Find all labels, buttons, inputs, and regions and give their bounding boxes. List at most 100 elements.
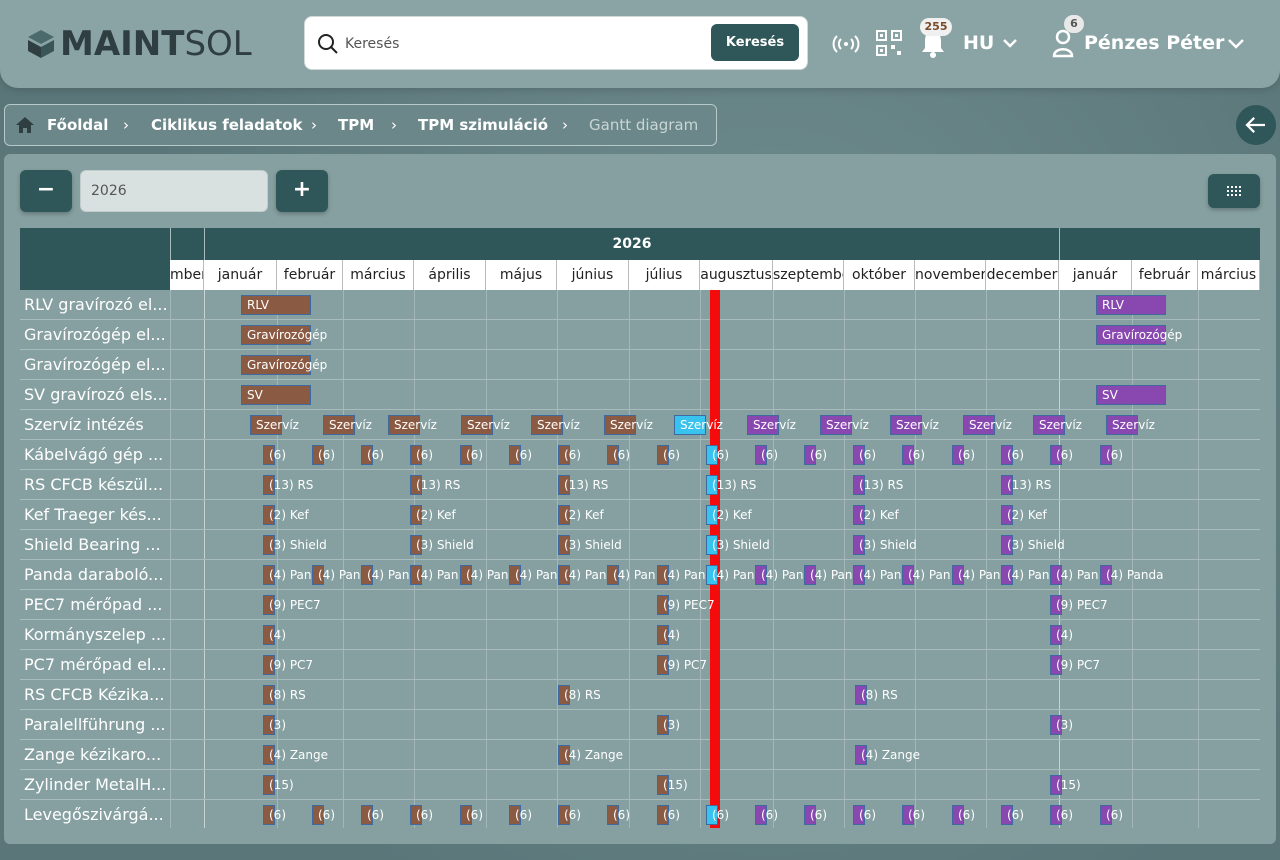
gantt-task-bar[interactable] (1001, 805, 1013, 825)
gantt-task-bar[interactable] (706, 505, 718, 525)
gantt-task-bar[interactable] (657, 655, 669, 675)
breadcrumb-tpm[interactable]: TPM (338, 116, 375, 134)
gantt-task-bar[interactable] (388, 415, 420, 435)
gantt-task-bar[interactable] (263, 805, 275, 825)
gantt-task-bar[interactable] (657, 805, 669, 825)
gantt-task-bar[interactable] (250, 415, 282, 435)
gantt-task-bar[interactable] (1096, 385, 1166, 405)
gantt-task-bar[interactable] (607, 565, 619, 585)
gantt-task-bar[interactable] (312, 565, 324, 585)
gantt-task-bar[interactable] (1001, 505, 1013, 525)
gantt-task-bar[interactable] (706, 535, 718, 555)
gantt-task-bar[interactable] (509, 805, 521, 825)
user-name[interactable]: Pénzes Péter (1084, 32, 1225, 54)
gantt-task-bar[interactable] (1050, 445, 1062, 465)
chevron-down-icon[interactable] (1003, 38, 1017, 48)
gantt-task-bar[interactable] (657, 445, 669, 465)
gantt-task-bar[interactable] (1050, 775, 1062, 795)
gantt-task-bar[interactable] (558, 505, 570, 525)
gantt-task-bar[interactable] (509, 565, 521, 585)
gantt-task-bar[interactable] (1050, 565, 1062, 585)
gantt-task-bar[interactable] (410, 565, 422, 585)
gantt-task-bar[interactable] (1106, 415, 1138, 435)
gantt-task-bar[interactable] (855, 745, 867, 765)
gantt-task-bar[interactable] (952, 445, 964, 465)
gantt-task-bar[interactable] (460, 445, 472, 465)
broadcast-icon[interactable] (832, 30, 860, 58)
gantt-task-bar[interactable] (263, 715, 275, 735)
gantt-task-bar[interactable] (263, 475, 275, 495)
gantt-task-bar[interactable] (361, 805, 373, 825)
gantt-task-bar[interactable] (312, 445, 324, 465)
gantt-task-bar[interactable] (460, 805, 472, 825)
decrease-year-button[interactable]: − (20, 170, 72, 212)
gantt-task-bar[interactable] (1096, 325, 1166, 345)
gantt-task-bar[interactable] (410, 535, 422, 555)
gantt-task-bar[interactable] (706, 565, 718, 585)
gantt-task-bar[interactable] (706, 805, 718, 825)
grid-view-button[interactable] (1208, 174, 1260, 208)
gantt-task-bar[interactable] (804, 805, 816, 825)
gantt-task-bar[interactable] (263, 655, 275, 675)
gantt-task-bar[interactable] (263, 775, 275, 795)
gantt-task-bar[interactable] (1050, 805, 1062, 825)
gantt-task-bar[interactable] (263, 595, 275, 615)
gantt-task-bar[interactable] (241, 385, 311, 405)
gantt-task-bar[interactable] (558, 805, 570, 825)
gantt-task-bar[interactable] (1050, 655, 1062, 675)
gantt-task-bar[interactable] (361, 565, 373, 585)
gantt-task-bar[interactable] (952, 565, 964, 585)
gantt-task-bar[interactable] (263, 745, 275, 765)
search-input[interactable] (345, 31, 705, 57)
logo[interactable]: MAINT SOL (26, 24, 252, 64)
gantt-task-bar[interactable] (657, 565, 669, 585)
gantt-task-bar[interactable] (410, 475, 422, 495)
gantt-task-bar[interactable] (410, 505, 422, 525)
gantt-task-bar[interactable] (558, 535, 570, 555)
qr-code-icon[interactable] (876, 30, 902, 56)
gantt-task-bar[interactable] (1096, 295, 1166, 315)
gantt-task-bar[interactable] (755, 805, 767, 825)
gantt-task-bar[interactable] (558, 475, 570, 495)
gantt-task-bar[interactable] (755, 445, 767, 465)
gantt-task-bar[interactable] (1050, 595, 1062, 615)
search-button[interactable]: Keresés (711, 24, 799, 61)
gantt-task-bar[interactable] (558, 685, 570, 705)
gantt-task-bar[interactable] (674, 415, 706, 435)
bell-icon[interactable] (920, 28, 946, 58)
home-icon[interactable] (15, 116, 35, 134)
user-chevron-down-icon[interactable] (1228, 38, 1244, 49)
year-input[interactable] (80, 170, 268, 212)
gantt-task-bar[interactable] (657, 715, 669, 735)
gantt-task-bar[interactable] (804, 565, 816, 585)
gantt-task-bar[interactable] (361, 445, 373, 465)
gantt-task-bar[interactable] (820, 415, 852, 435)
gantt-task-bar[interactable] (509, 445, 521, 465)
gantt-task-bar[interactable] (604, 415, 636, 435)
gantt-task-bar[interactable] (1001, 535, 1013, 555)
gantt-task-bar[interactable] (853, 805, 865, 825)
increase-year-button[interactable]: + (276, 170, 328, 212)
gantt-task-bar[interactable] (263, 565, 275, 585)
gantt-task-bar[interactable] (312, 805, 324, 825)
gantt-task-bar[interactable] (558, 745, 570, 765)
language-selector[interactable]: HU (963, 32, 995, 54)
gantt-task-bar[interactable] (706, 475, 718, 495)
gantt-task-bar[interactable] (902, 445, 914, 465)
gantt-task-bar[interactable] (1033, 415, 1065, 435)
gantt-task-bar[interactable] (657, 775, 669, 795)
gantt-task-bar[interactable] (241, 355, 311, 375)
gantt-task-bar[interactable] (1100, 565, 1112, 585)
gantt-task-bar[interactable] (263, 685, 275, 705)
gantt-task-bar[interactable] (410, 805, 422, 825)
gantt-task-bar[interactable] (461, 415, 493, 435)
gantt-task-bar[interactable] (952, 805, 964, 825)
gantt-task-bar[interactable] (1050, 625, 1062, 645)
gantt-task-bar[interactable] (1001, 565, 1013, 585)
gantt-task-bar[interactable] (263, 625, 275, 645)
breadcrumb-cyclic-tasks[interactable]: Ciklikus feladatok (151, 116, 303, 134)
gantt-task-bar[interactable] (323, 415, 355, 435)
gantt-task-bar[interactable] (902, 805, 914, 825)
gantt-task-bar[interactable] (853, 565, 865, 585)
gantt-task-bar[interactable] (263, 445, 275, 465)
